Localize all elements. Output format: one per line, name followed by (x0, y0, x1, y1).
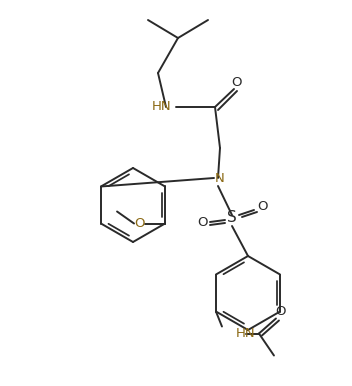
Text: O: O (257, 200, 267, 213)
Text: HN: HN (236, 327, 256, 340)
Text: O: O (232, 76, 242, 88)
Text: HN: HN (152, 100, 172, 113)
Text: O: O (134, 217, 144, 230)
Text: O: O (197, 215, 207, 229)
Text: N: N (215, 171, 225, 185)
Text: O: O (276, 305, 286, 318)
Text: S: S (227, 210, 237, 225)
